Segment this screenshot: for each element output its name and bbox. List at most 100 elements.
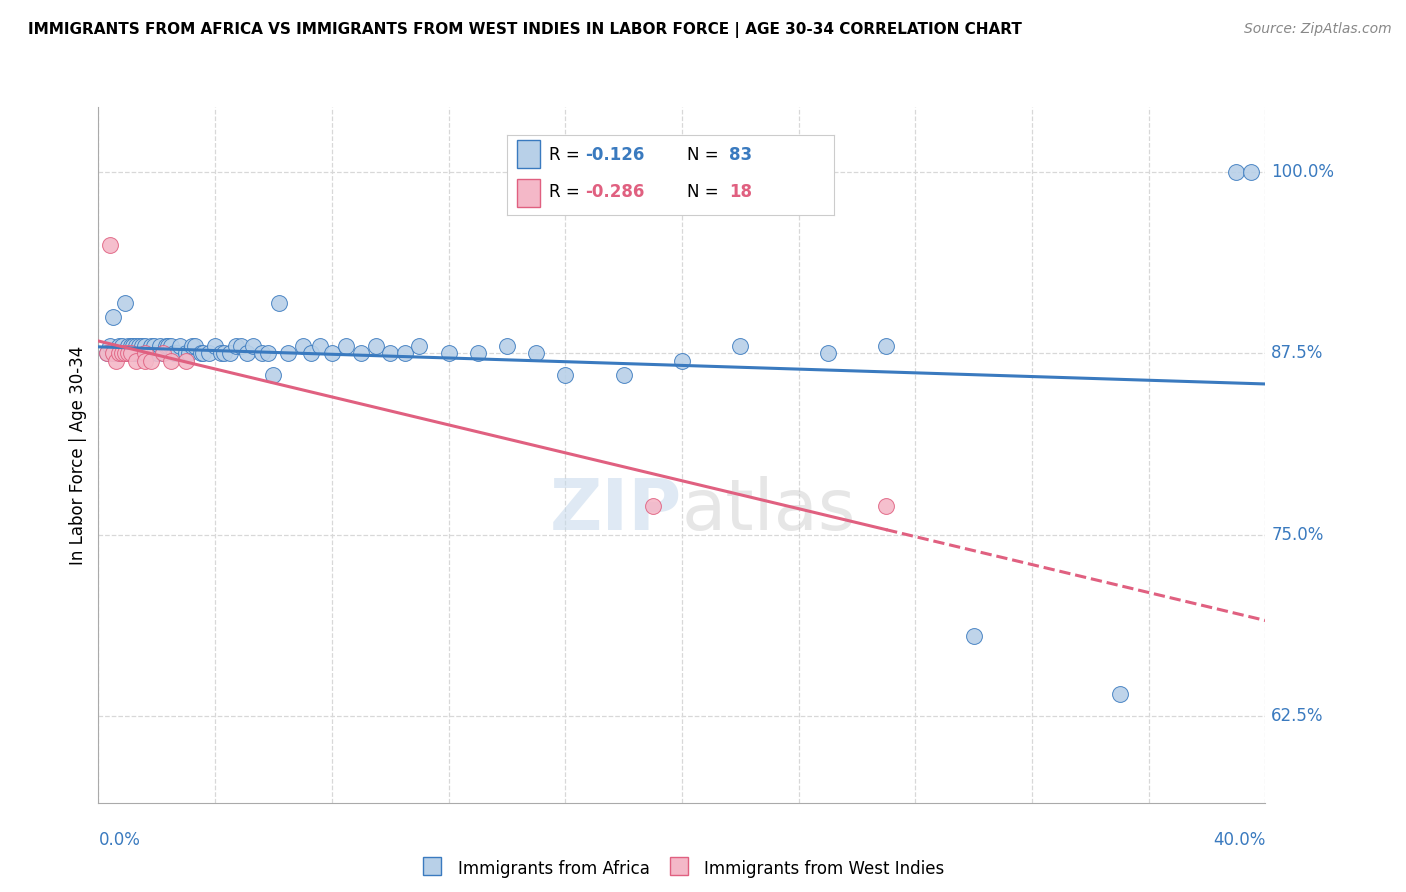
Point	[231, 339, 253, 353]
Point	[101, 346, 124, 360]
Point	[134, 339, 156, 353]
Text: R =: R =	[550, 146, 585, 164]
FancyBboxPatch shape	[516, 179, 540, 207]
Point	[104, 346, 127, 360]
Point	[134, 346, 156, 360]
Point	[962, 629, 984, 643]
Point	[149, 339, 172, 353]
Point	[1240, 165, 1263, 179]
Text: ZIP: ZIP	[550, 476, 682, 545]
Point	[108, 346, 131, 360]
Point	[114, 295, 136, 310]
Point	[236, 346, 259, 360]
Point	[128, 339, 150, 353]
Point	[495, 339, 517, 353]
Point	[98, 339, 121, 353]
Point	[117, 346, 139, 360]
Point	[212, 346, 235, 360]
Point	[612, 368, 634, 383]
Point	[160, 339, 183, 353]
Y-axis label: In Labor Force | Age 30-34: In Labor Force | Age 30-34	[69, 345, 87, 565]
Text: R =: R =	[550, 184, 585, 202]
Text: 100.0%: 100.0%	[1271, 163, 1334, 181]
Point	[125, 339, 148, 353]
Point	[204, 339, 226, 353]
Point	[134, 353, 156, 368]
Point	[364, 339, 387, 353]
Point	[120, 346, 142, 360]
Point	[125, 346, 148, 360]
Text: 75.0%: 75.0%	[1271, 525, 1323, 543]
Point	[117, 339, 139, 353]
Text: 83: 83	[730, 146, 752, 164]
Point	[218, 346, 240, 360]
Text: N =: N =	[686, 184, 724, 202]
Point	[166, 346, 188, 360]
Point	[321, 346, 343, 360]
Text: -0.286: -0.286	[585, 184, 645, 202]
Point	[117, 346, 139, 360]
Point	[120, 339, 142, 353]
Text: 0.0%: 0.0%	[98, 830, 141, 848]
Point	[335, 339, 357, 353]
Point	[209, 346, 232, 360]
Point	[467, 346, 489, 360]
Point	[817, 346, 839, 360]
Point	[111, 339, 134, 353]
Point	[157, 339, 180, 353]
Point	[269, 295, 291, 310]
Point	[128, 346, 150, 360]
Text: N =: N =	[686, 146, 724, 164]
Text: IMMIGRANTS FROM AFRICA VS IMMIGRANTS FROM WEST INDIES IN LABOR FORCE | AGE 30-34: IMMIGRANTS FROM AFRICA VS IMMIGRANTS FRO…	[28, 22, 1022, 38]
Point	[125, 353, 148, 368]
Point	[111, 346, 134, 360]
Point	[350, 346, 373, 360]
Point	[101, 346, 124, 360]
Point	[120, 346, 142, 360]
Point	[378, 346, 402, 360]
Point	[139, 353, 162, 368]
Text: Source: ZipAtlas.com: Source: ZipAtlas.com	[1244, 22, 1392, 37]
Point	[101, 310, 124, 325]
Point	[524, 346, 547, 360]
Point	[117, 346, 139, 360]
Point	[250, 346, 273, 360]
Point	[1108, 687, 1130, 701]
Legend: Immigrants from Africa, Immigrants from West Indies: Immigrants from Africa, Immigrants from …	[412, 851, 952, 885]
Point	[394, 346, 416, 360]
Point	[163, 346, 186, 360]
Point	[152, 346, 174, 360]
Point	[122, 339, 145, 353]
Point	[114, 346, 136, 360]
Point	[728, 339, 751, 353]
Point	[177, 346, 200, 360]
Point	[98, 237, 121, 252]
Point	[160, 353, 183, 368]
Point	[169, 339, 191, 353]
Text: 40.0%: 40.0%	[1213, 830, 1265, 848]
Point	[152, 346, 174, 360]
Point	[198, 346, 221, 360]
Point	[155, 339, 177, 353]
Point	[108, 346, 131, 360]
FancyBboxPatch shape	[516, 140, 540, 169]
Point	[108, 339, 131, 353]
Point	[875, 499, 897, 513]
Point	[554, 368, 576, 383]
Point	[299, 346, 322, 360]
Point	[641, 499, 664, 513]
Point	[142, 339, 165, 353]
Point	[131, 346, 153, 360]
Point	[139, 339, 162, 353]
Point	[111, 346, 134, 360]
Point	[134, 346, 156, 360]
Text: atlas: atlas	[682, 476, 856, 545]
Point	[225, 339, 247, 353]
Text: -0.126: -0.126	[585, 146, 645, 164]
Point	[875, 339, 897, 353]
Point	[114, 346, 136, 360]
Point	[174, 346, 197, 360]
Point	[96, 346, 118, 360]
Point	[309, 339, 332, 353]
Point	[183, 339, 205, 353]
